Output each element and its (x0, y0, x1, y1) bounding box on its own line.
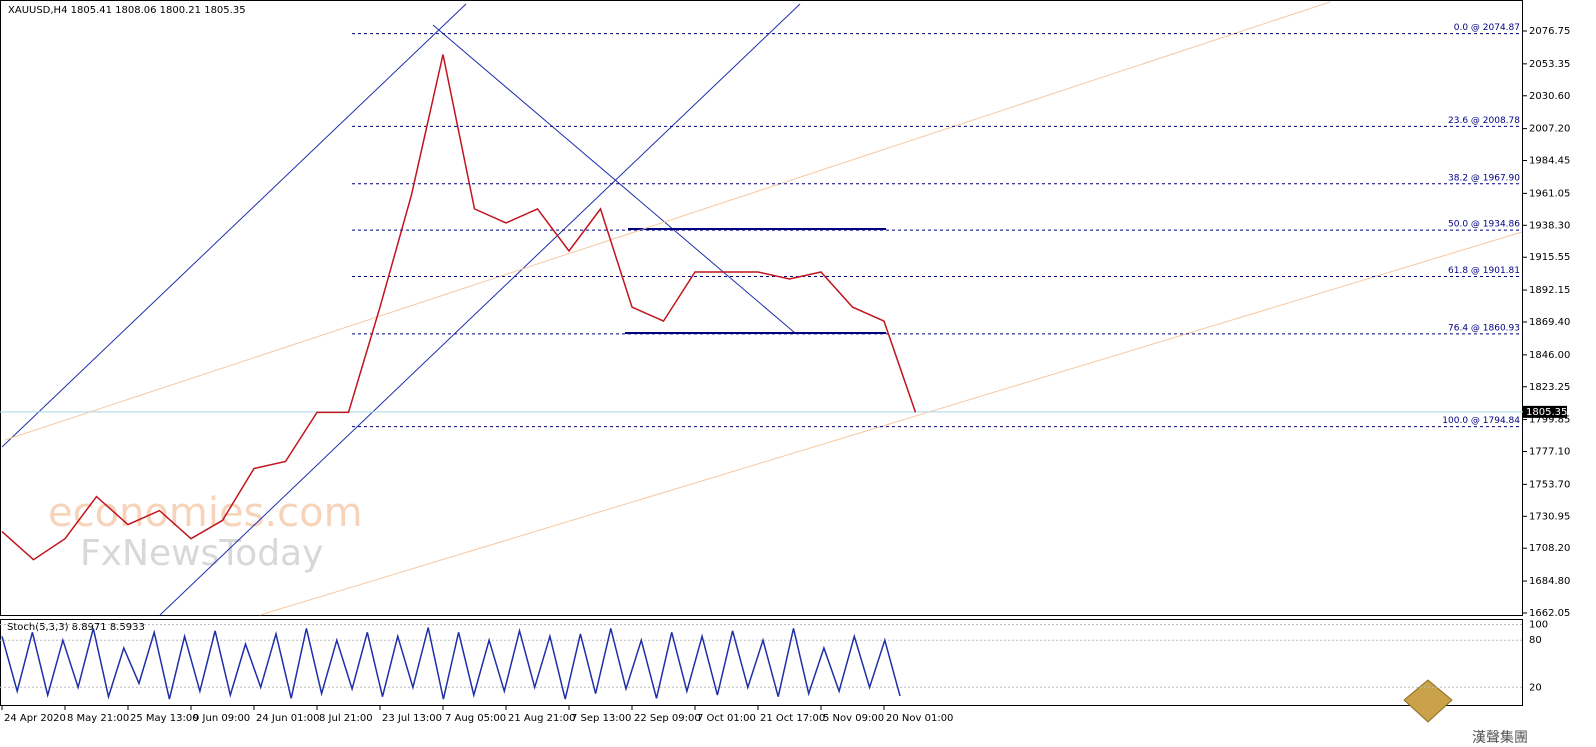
y-tick-label: 1961.05 (1529, 188, 1570, 199)
y-tick-label: 1938.30 (1529, 220, 1570, 231)
y-tick-label: 100 (1529, 619, 1548, 630)
stoch-header: Stoch(5,3,3) 8.8971 8.5933 (7, 622, 145, 633)
x-tick-label: 20 Nov 01:00 (886, 713, 953, 724)
y-tick-label: 1869.40 (1529, 317, 1570, 328)
watermark: economies.com (48, 490, 363, 536)
fib-label: 38.2 @ 1967.90 (1448, 173, 1520, 183)
y-tick-label: 1662.05 (1529, 608, 1570, 619)
y-tick-label: 80 (1529, 635, 1542, 646)
x-tick-label: 23 Jul 13:00 (382, 713, 442, 724)
price-line (1, 54, 917, 561)
price-line (1, 627, 901, 700)
drawings (1, 1, 1523, 616)
y-tick-label: 2053.35 (1529, 59, 1570, 70)
y-tick-label: 1846.00 (1529, 350, 1570, 361)
y-tick-label: 1823.25 (1529, 382, 1570, 393)
channel-line (1, 3, 467, 448)
x-tick-label: 7 Sep 13:00 (571, 713, 631, 724)
x-tick-label: 7 Aug 05:00 (445, 713, 506, 724)
watermark: FxNewsToday (80, 533, 323, 574)
x-tick-label: 7 Oct 01:00 (697, 713, 756, 724)
y-tick-label: 1684.80 (1529, 576, 1570, 587)
fib-label: 76.4 @ 1860.93 (1448, 323, 1520, 333)
symbol-header: XAUUSD,H4 1805.41 1808.06 1800.21 1805.3… (8, 5, 246, 16)
y-tick-label: 1730.95 (1529, 511, 1570, 522)
x-tick-label: 24 Apr 2020 (4, 713, 66, 724)
fib-label: 0.0 @ 2074.87 (1454, 23, 1520, 33)
x-tick-label: 8 Jul 21:00 (319, 713, 373, 724)
y-tick-label: 1892.15 (1529, 285, 1570, 296)
main-frame (0, 0, 1523, 616)
x-tick-label: 5 Nov 09:00 (823, 713, 884, 724)
y-tick-label: 1708.20 (1529, 543, 1570, 554)
y-tick-label: 2030.60 (1529, 91, 1570, 102)
current-price-box (1523, 405, 1567, 418)
trend-line (432, 24, 796, 334)
logo-text: 漢聲集團 (1472, 729, 1528, 743)
x-tick-label: 8 May 21:00 (67, 713, 129, 724)
current-price-label: 1805.35 (1526, 407, 1567, 418)
y-tick-label: 1753.70 (1529, 479, 1570, 490)
logo-mark (1403, 679, 1453, 723)
logo: 漢聲集團 (1403, 679, 1528, 746)
x-tick-label: 22 Sep 09:00 (634, 713, 701, 724)
x-tick-label: 21 Aug 21:00 (508, 713, 575, 724)
channel-line (159, 3, 801, 616)
y-tick-label: 1799.85 (1529, 415, 1570, 426)
x-tick-label: 9 Jun 09:00 (193, 713, 250, 724)
y-tick-label: 1915.55 (1529, 252, 1570, 263)
fib-label: 61.8 @ 1901.81 (1448, 266, 1520, 276)
y-tick-label: 1984.45 (1529, 156, 1570, 167)
orange-line (259, 231, 1523, 616)
fib-label: 23.6 @ 2008.78 (1448, 116, 1520, 126)
y-tick-label: 2007.20 (1529, 124, 1570, 135)
y-tick-label: 1777.10 (1529, 447, 1570, 458)
x-tick-label: 25 May 13:00 (130, 713, 199, 724)
x-tick-label: 21 Oct 17:00 (760, 713, 825, 724)
fib-label: 50.0 @ 1934.86 (1448, 220, 1520, 230)
x-tick-label: 24 Jun 01:00 (256, 713, 320, 724)
orange-line (4, 1, 1331, 441)
fib-label: 100.0 @ 1794.84 (1442, 416, 1520, 426)
y-tick-label: 20 (1529, 682, 1542, 693)
y-tick-label: 2076.75 (1529, 26, 1570, 37)
stoch-frame (0, 619, 1523, 706)
